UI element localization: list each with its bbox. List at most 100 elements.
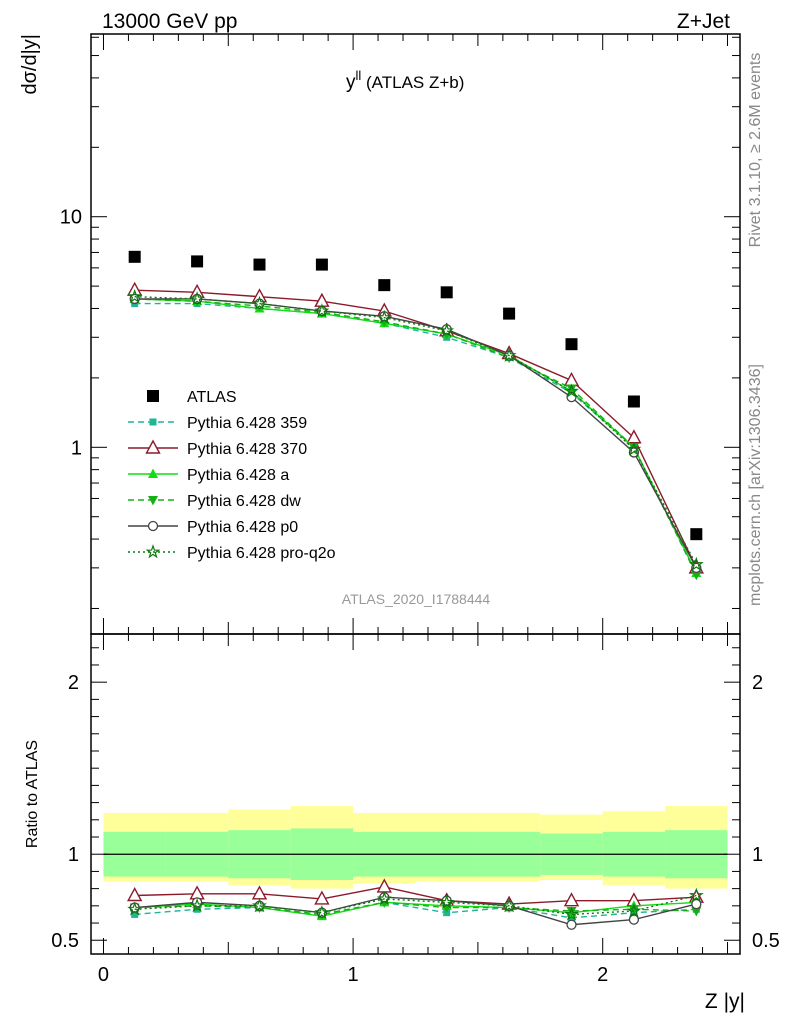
ratio-point xyxy=(439,894,455,909)
ratio-point xyxy=(127,887,143,902)
data-point xyxy=(378,279,391,292)
mcplots-label: mcplots.cern.ch [arXiv:1306.3436] xyxy=(747,364,764,606)
legend-label: Pythia 6.428 370 xyxy=(187,441,307,458)
ratio-point xyxy=(564,906,579,921)
data-point xyxy=(191,255,204,268)
data-point xyxy=(440,286,453,299)
legend-marker xyxy=(145,439,161,454)
ratio-line xyxy=(134,901,697,917)
series-line xyxy=(134,298,697,574)
series-line xyxy=(134,289,697,569)
legend-marker xyxy=(145,544,161,559)
data-point xyxy=(501,347,517,362)
data-point xyxy=(253,258,266,271)
data-point xyxy=(314,303,330,318)
ratio-point xyxy=(628,914,640,925)
data-point xyxy=(566,384,577,394)
legend-marker xyxy=(148,468,158,478)
header-right-title: Z+Jet xyxy=(677,10,730,33)
top-ylabel: dσ/d|y| xyxy=(19,34,41,95)
data-point xyxy=(376,309,392,324)
data-point xyxy=(626,429,642,444)
series-line xyxy=(134,298,697,569)
legend: ATLAS Pythia 6.428 359 Pythia 6.428 370 Pyt… xyxy=(128,389,336,562)
data-point xyxy=(565,338,578,351)
bottom-panel-ticks: 0.5 0.5 1 1 2 2 0 1 2 xyxy=(51,634,780,986)
ratio-point xyxy=(688,887,704,902)
data-point xyxy=(627,395,640,408)
header-left-title: 13000 GeV pp xyxy=(102,10,237,33)
data-point xyxy=(503,307,516,320)
plot-title: yll (ATLAS Z+b) xyxy=(346,68,464,93)
legend-label: Pythia 6.428 a xyxy=(187,467,289,484)
x-tick-label: 1 xyxy=(348,964,359,986)
top-y-tick-label: 10 xyxy=(60,207,82,229)
ratio-line xyxy=(134,886,697,905)
legend-marker xyxy=(147,390,159,402)
ratio-point xyxy=(131,910,139,918)
bottom-y-tick-label-left: 1 xyxy=(68,844,79,866)
ratio-point xyxy=(691,898,702,910)
legend-label: Pythia 6.428 359 xyxy=(187,415,307,432)
ratio-point xyxy=(563,892,580,907)
legend-marker xyxy=(148,496,158,506)
top-panel-frame xyxy=(90,33,741,635)
data-point xyxy=(690,528,703,541)
data-point xyxy=(128,250,141,263)
bottom-y-tick-label-left: 0.5 xyxy=(51,930,79,952)
top-panel-series xyxy=(127,250,704,581)
x-tick-label: 0 xyxy=(98,964,109,986)
x-axis-label: Z |y| xyxy=(705,990,745,1013)
legend-label: Pythia 6.428 p0 xyxy=(187,519,298,536)
bottom-ylabel: Ratio to ATLAS xyxy=(24,740,41,848)
ratio-point xyxy=(568,914,576,922)
ratio-line xyxy=(134,901,697,916)
data-point xyxy=(189,291,205,306)
x-tick-label: 2 xyxy=(597,964,608,986)
ratio-line xyxy=(134,894,697,916)
bottom-y-tick-label-right: 0.5 xyxy=(752,930,780,952)
data-point xyxy=(252,295,267,310)
plot-title-main: y xyxy=(346,72,356,93)
legend-marker xyxy=(149,418,157,426)
data-point xyxy=(688,556,704,571)
ratio-uncertainty-bands xyxy=(103,806,728,889)
legend-label: ATLAS xyxy=(187,389,237,406)
rivet-version-label: Rivet 3.1.10, ≥ 2.6M events xyxy=(747,53,764,248)
legend-label: Pythia 6.428 dw xyxy=(187,493,301,510)
ratio-point xyxy=(314,904,330,920)
ratio-point xyxy=(566,906,577,917)
bottom-y-tick-label-left: 2 xyxy=(68,672,79,694)
ratio-point xyxy=(252,898,267,913)
bottom-y-tick-label-right: 1 xyxy=(752,844,763,866)
ratio-point xyxy=(376,891,392,906)
data-point xyxy=(127,288,143,304)
ratio-point xyxy=(628,905,639,915)
ratio-point xyxy=(691,906,702,917)
top-panel-ticks: 1 10 xyxy=(60,34,740,634)
ratio-point xyxy=(127,901,143,916)
data-point xyxy=(626,441,642,456)
ratio-point xyxy=(314,890,330,905)
ratio-point xyxy=(626,903,642,918)
ratio-point xyxy=(189,898,205,913)
data-point xyxy=(315,258,328,271)
series-line xyxy=(134,295,697,565)
data-point xyxy=(439,322,455,338)
data-point xyxy=(564,383,579,398)
ratio-point xyxy=(251,885,268,900)
ratio-point xyxy=(191,897,203,908)
ratio-line xyxy=(134,901,697,919)
analysis-tag: ATLAS_2020_I1788444 xyxy=(342,591,491,607)
plot-title-rest: (ATLAS Z+b) xyxy=(361,73,464,92)
ratio-line xyxy=(134,896,697,926)
legend-label: Pythia 6.428 pro-q2o xyxy=(187,545,336,562)
plot-title-sup: ll xyxy=(356,68,362,83)
series-line xyxy=(134,298,697,576)
data-point xyxy=(691,570,702,581)
ratio-point xyxy=(566,919,577,930)
bottom-panel-frame xyxy=(90,633,741,955)
ratio-point xyxy=(501,898,517,913)
top-y-tick-label: 1 xyxy=(71,437,82,459)
